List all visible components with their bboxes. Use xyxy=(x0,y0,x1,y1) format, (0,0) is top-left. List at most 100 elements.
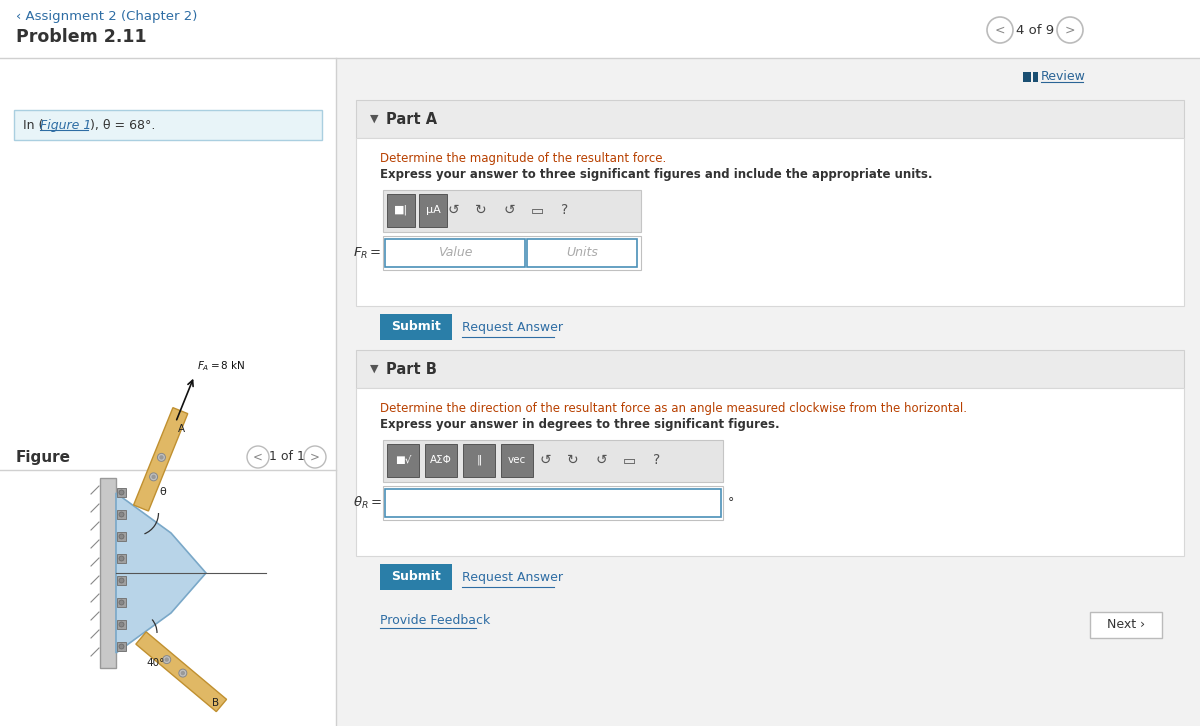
Circle shape xyxy=(119,578,124,583)
Text: Determine the direction of the resultant force as an angle measured clockwise fr: Determine the direction of the resultant… xyxy=(380,402,967,415)
Bar xyxy=(118,554,126,563)
Bar xyxy=(0,0,1200,58)
Text: Review: Review xyxy=(1042,70,1086,83)
Polygon shape xyxy=(116,493,206,653)
Text: θ: θ xyxy=(158,487,166,497)
Bar xyxy=(383,236,641,270)
Text: Figure: Figure xyxy=(16,450,71,465)
Bar xyxy=(383,190,641,232)
Bar xyxy=(14,110,322,140)
Bar xyxy=(356,350,1184,388)
Bar xyxy=(118,532,126,541)
Text: $F_R =$: $F_R =$ xyxy=(353,245,382,261)
Bar xyxy=(383,486,722,520)
Bar xyxy=(463,444,496,477)
Text: ▭: ▭ xyxy=(530,203,544,217)
Circle shape xyxy=(119,556,124,561)
Circle shape xyxy=(150,473,157,481)
Bar xyxy=(356,138,1184,306)
Text: ↺: ↺ xyxy=(595,453,607,467)
Text: $\theta_R =$: $\theta_R =$ xyxy=(353,495,382,511)
Text: Figure 1: Figure 1 xyxy=(40,118,91,131)
Text: 40°: 40° xyxy=(146,658,164,668)
Bar xyxy=(419,194,446,227)
Text: Submit: Submit xyxy=(391,320,440,333)
Text: ?: ? xyxy=(562,203,569,217)
Bar xyxy=(1090,612,1162,638)
Bar xyxy=(356,100,1184,138)
Text: ▭: ▭ xyxy=(623,453,636,467)
Text: 4 of 9: 4 of 9 xyxy=(1016,23,1054,36)
Bar xyxy=(1022,72,1031,82)
Circle shape xyxy=(119,512,124,517)
Bar xyxy=(0,58,336,726)
Text: ↻: ↻ xyxy=(475,203,487,217)
Polygon shape xyxy=(136,632,227,711)
Text: Express your answer to three significant figures and include the appropriate uni: Express your answer to three significant… xyxy=(380,168,932,181)
Text: Part B: Part B xyxy=(386,362,437,377)
Circle shape xyxy=(119,622,124,627)
Circle shape xyxy=(157,453,166,462)
Text: ), θ = 68°.: ), θ = 68°. xyxy=(90,118,155,131)
Text: ‖: ‖ xyxy=(476,454,481,465)
Polygon shape xyxy=(133,407,187,511)
Text: ↺: ↺ xyxy=(503,203,515,217)
Text: ↺: ↺ xyxy=(448,203,458,217)
Text: In (: In ( xyxy=(23,118,43,131)
Text: ▼: ▼ xyxy=(370,114,378,124)
Text: Next ›: Next › xyxy=(1106,619,1145,632)
Text: ■√: ■√ xyxy=(395,455,412,465)
Bar xyxy=(1033,72,1038,82)
Circle shape xyxy=(119,534,124,539)
Bar xyxy=(385,239,526,267)
Circle shape xyxy=(160,455,163,460)
Bar xyxy=(336,58,1200,726)
Bar xyxy=(118,510,126,519)
Text: ■|: ■| xyxy=(394,205,408,215)
Bar xyxy=(118,488,126,497)
Text: A: A xyxy=(178,424,185,434)
Circle shape xyxy=(164,658,169,662)
Bar xyxy=(386,194,415,227)
Text: ▼: ▼ xyxy=(370,364,378,374)
Text: >: > xyxy=(1064,23,1075,36)
Circle shape xyxy=(163,656,170,664)
Bar xyxy=(386,444,419,477)
Text: >: > xyxy=(310,451,320,463)
Text: Request Answer: Request Answer xyxy=(462,320,563,333)
Text: Submit: Submit xyxy=(391,571,440,584)
Text: Determine the magnitude of the resultant force.: Determine the magnitude of the resultant… xyxy=(380,152,666,165)
Bar xyxy=(118,620,126,629)
Bar xyxy=(425,444,457,477)
Bar xyxy=(385,489,721,517)
Text: Problem 2.11: Problem 2.11 xyxy=(16,28,146,46)
Text: °: ° xyxy=(728,497,734,510)
Text: Part A: Part A xyxy=(386,112,437,126)
Circle shape xyxy=(119,490,124,495)
Text: ΑΣΦ: ΑΣΦ xyxy=(430,455,452,465)
Text: 1 of 1: 1 of 1 xyxy=(269,451,305,463)
Bar xyxy=(118,642,126,651)
Text: μA: μA xyxy=(426,205,440,215)
Text: Provide Feedback: Provide Feedback xyxy=(380,614,491,627)
Bar xyxy=(502,444,533,477)
Bar xyxy=(527,239,637,267)
Text: Value: Value xyxy=(438,247,473,259)
Text: $F_A = 8\ \mathrm{kN}$: $F_A = 8\ \mathrm{kN}$ xyxy=(197,359,246,373)
Text: vec: vec xyxy=(508,455,526,465)
Text: Express your answer in degrees to three significant figures.: Express your answer in degrees to three … xyxy=(380,418,780,431)
Bar xyxy=(356,388,1184,556)
Bar xyxy=(380,564,452,590)
Text: ↻: ↻ xyxy=(568,453,578,467)
Bar xyxy=(118,576,126,585)
Circle shape xyxy=(119,600,124,605)
Circle shape xyxy=(119,644,124,649)
Text: Request Answer: Request Answer xyxy=(462,571,563,584)
Bar xyxy=(380,314,452,340)
Text: ↺: ↺ xyxy=(539,453,551,467)
Bar xyxy=(100,478,116,668)
Text: ?: ? xyxy=(653,453,661,467)
Circle shape xyxy=(179,669,187,677)
Text: Units: Units xyxy=(566,247,598,259)
Text: <: < xyxy=(995,23,1006,36)
